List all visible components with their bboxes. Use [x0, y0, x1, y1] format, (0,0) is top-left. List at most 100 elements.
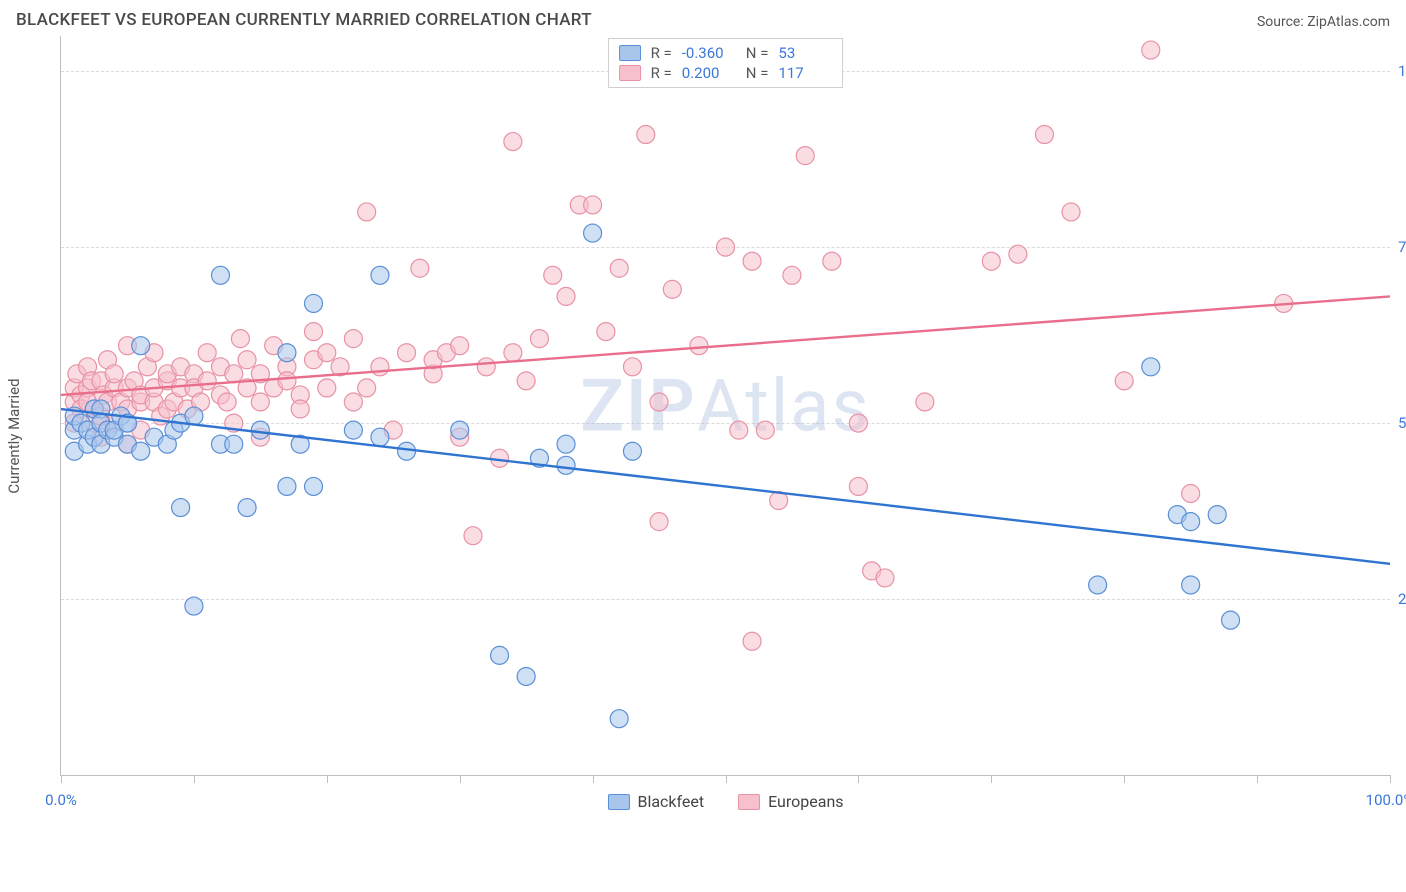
europeans-point [105, 365, 123, 383]
europeans-point [344, 330, 362, 348]
x-tick [726, 775, 727, 783]
legend-n-value: 53 [778, 44, 832, 62]
chart-header: BLACKFEET VS EUROPEAN CURRENTLY MARRIED … [0, 0, 1406, 36]
europeans-point [783, 266, 801, 284]
plot-area: ZIPAtlas R =-0.360N =53R =0.200N =117 Bl… [60, 36, 1390, 776]
blackfeet-point [238, 499, 256, 517]
europeans-point [251, 393, 269, 411]
legend-correlation-row: R = -0.360 N = 53 [619, 43, 833, 63]
europeans-point [198, 344, 216, 362]
europeans-point [291, 400, 309, 418]
europeans-point [557, 287, 575, 305]
europeans-point [225, 365, 243, 383]
chart-title: BLACKFEET VS EUROPEAN CURRENTLY MARRIED … [16, 10, 592, 30]
europeans-point [623, 358, 641, 376]
blackfeet-point [278, 477, 296, 495]
europeans-point [637, 126, 655, 144]
blackfeet-point [172, 499, 190, 517]
x-tick-label: 0.0% [45, 791, 77, 809]
europeans-point [278, 372, 296, 390]
x-tick [327, 775, 328, 783]
chart-container: Currently Married ZIPAtlas R =-0.360N =5… [16, 36, 1390, 836]
europeans-point [318, 379, 336, 397]
blackfeet-point [211, 266, 229, 284]
y-axis-label: Currently Married [5, 378, 23, 493]
y-tick-label: 50.0% [1398, 414, 1406, 432]
blackfeet-point [451, 421, 469, 439]
europeans-point [849, 414, 867, 432]
europeans-point [1115, 372, 1133, 390]
legend-r-label: R = [651, 44, 672, 62]
europeans-point [730, 421, 748, 439]
blackfeet-point [344, 421, 362, 439]
legend-series-label: Europeans [768, 792, 843, 811]
europeans-point [544, 266, 562, 284]
legend-series-item: Blackfeet [607, 792, 704, 811]
legend-swatch [607, 794, 629, 810]
legend-swatch [738, 794, 760, 810]
y-tick-label: 75.0% [1398, 238, 1406, 256]
legend-n-value: 117 [778, 64, 832, 82]
blackfeet-point [305, 477, 323, 495]
legend-correlation: R = -0.360 N = 53R = 0.200 N = 117 [608, 38, 844, 88]
blackfeet-point [610, 710, 628, 728]
europeans-point [358, 203, 376, 221]
blackfeet-point [398, 442, 416, 460]
legend-r-value: 0.200 [682, 64, 736, 82]
blackfeet-point [584, 224, 602, 242]
legend-n-label: N = [746, 44, 769, 62]
x-tick [858, 775, 859, 783]
europeans-point [876, 569, 894, 587]
europeans-point [477, 358, 495, 376]
europeans-point [411, 259, 429, 277]
europeans-point [305, 323, 323, 341]
europeans-point [823, 252, 841, 270]
blackfeet-point [1142, 358, 1160, 376]
blackfeet-point [491, 646, 509, 664]
x-tick [1124, 775, 1125, 783]
europeans-point [218, 393, 236, 411]
europeans-point [398, 344, 416, 362]
europeans-point [504, 133, 522, 151]
blackfeet-point [1222, 611, 1240, 629]
europeans-point [597, 323, 615, 341]
blackfeet-point [1208, 506, 1226, 524]
blackfeet-point [278, 344, 296, 362]
legend-r-label: R = [651, 64, 672, 82]
scatter-svg [61, 36, 1390, 775]
blackfeet-point [557, 435, 575, 453]
europeans-point [717, 238, 735, 256]
x-tick [1390, 775, 1391, 783]
europeans-point [916, 393, 934, 411]
europeans-point [517, 372, 535, 390]
legend-swatch [619, 45, 641, 61]
europeans-point [1062, 203, 1080, 221]
blackfeet-point [185, 597, 203, 615]
source-attribution: Source: ZipAtlas.com [1257, 14, 1390, 30]
europeans-point [743, 252, 761, 270]
blackfeet-point [557, 456, 575, 474]
europeans-point [451, 337, 469, 355]
europeans-point [464, 527, 482, 545]
europeans-point [1035, 126, 1053, 144]
blackfeet-point [251, 421, 269, 439]
europeans-point [743, 632, 761, 650]
blackfeet-point [132, 337, 150, 355]
europeans-point [982, 252, 1000, 270]
europeans-point [238, 351, 256, 369]
europeans-point [530, 330, 548, 348]
europeans-point [584, 196, 602, 214]
europeans-point [663, 280, 681, 298]
legend-r-value: -0.360 [682, 44, 736, 62]
blackfeet-point [185, 407, 203, 425]
blackfeet-point [225, 435, 243, 453]
europeans-point [756, 421, 774, 439]
europeans-point [610, 259, 628, 277]
x-tick [194, 775, 195, 783]
europeans-point [198, 372, 216, 390]
blackfeet-point [305, 294, 323, 312]
blackfeet-point [371, 266, 389, 284]
europeans-point [1182, 484, 1200, 502]
blackfeet-point [1089, 576, 1107, 594]
x-tick [460, 775, 461, 783]
